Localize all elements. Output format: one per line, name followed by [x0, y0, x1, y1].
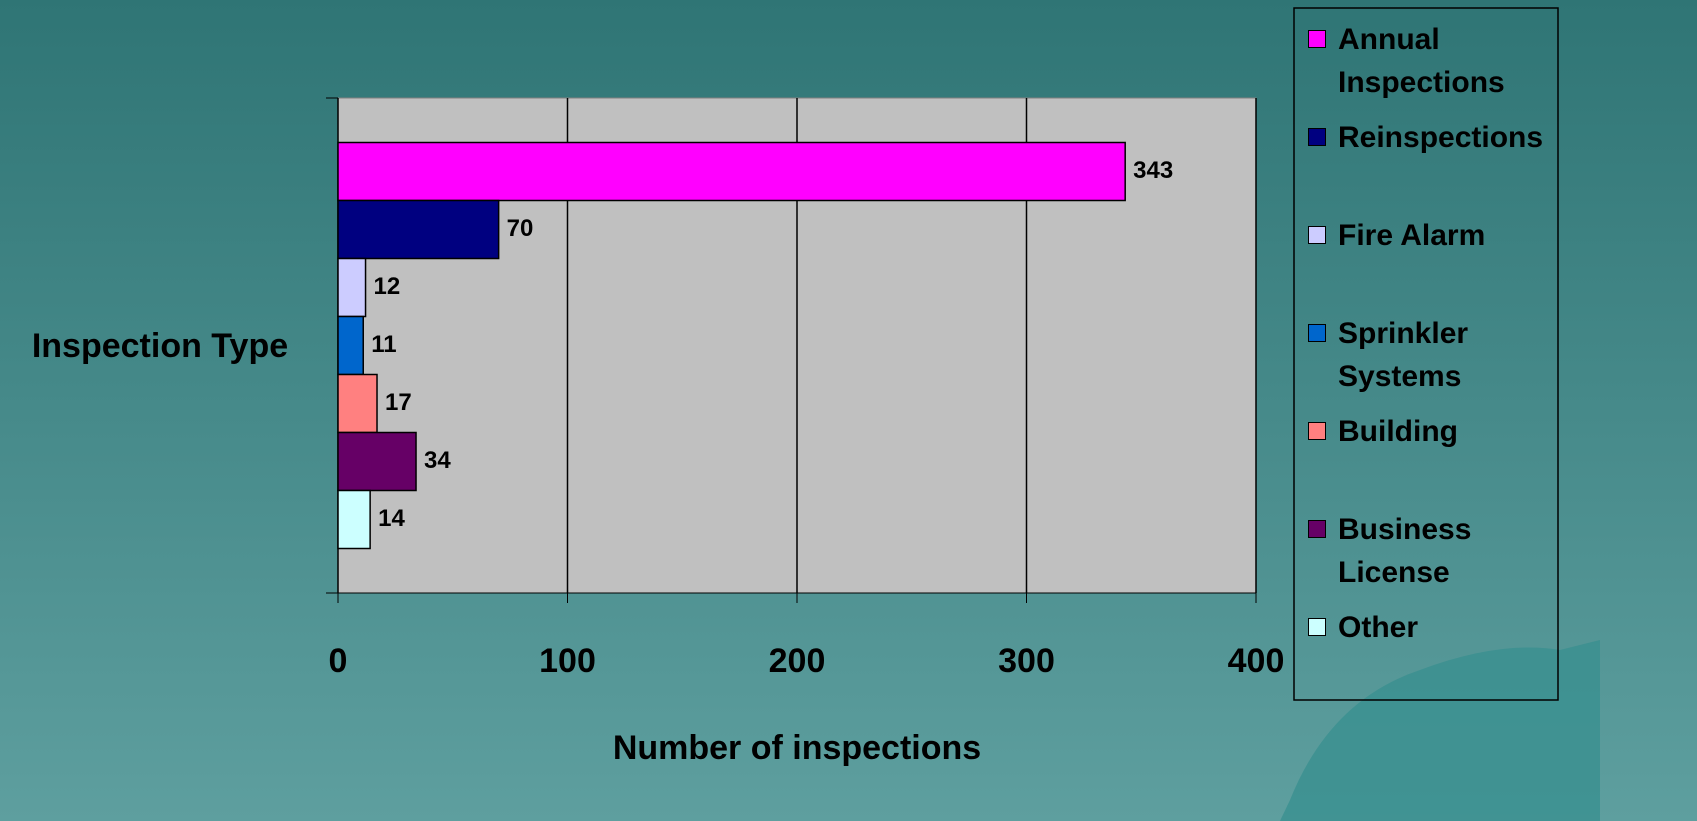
data-label: 34 — [424, 447, 451, 474]
data-label: 14 — [378, 505, 405, 532]
data-label: 11 — [371, 331, 396, 358]
bar — [337, 431, 417, 492]
legend-entry: Building — [1308, 410, 1548, 453]
data-label: 70 — [507, 215, 534, 242]
x-tick-label: 100 — [539, 642, 596, 680]
x-axis-label: Number of inspections — [613, 729, 981, 767]
bar — [337, 373, 378, 434]
legend-label: Fire Alarm — [1338, 219, 1486, 252]
legend-swatch — [1308, 520, 1326, 538]
legend-entry: Annual Inspections — [1308, 18, 1548, 104]
legend-entry: Fire Alarm — [1308, 214, 1548, 257]
legend-swatch — [1308, 422, 1326, 440]
legend-label: Annual Inspections — [1338, 23, 1505, 99]
x-tick-label: 400 — [1228, 642, 1285, 680]
bar — [337, 199, 500, 260]
decoration — [1280, 640, 1600, 821]
legend-entry: Other — [1308, 606, 1548, 649]
bar — [337, 257, 367, 318]
bar — [337, 315, 364, 376]
legend-label: Sprinkler Systems — [1338, 317, 1469, 393]
legend-entry: Sprinkler Systems — [1308, 312, 1548, 398]
legend-entry: Reinspections — [1308, 116, 1548, 159]
legend-label: Reinspections — [1338, 121, 1544, 154]
x-tick-label: 200 — [769, 642, 826, 680]
legend-box — [1293, 7, 1559, 701]
data-label: 17 — [385, 389, 412, 416]
legend-label: Business License — [1338, 513, 1472, 589]
legend-label: Building — [1338, 415, 1458, 448]
x-tick-label: 0 — [329, 642, 348, 680]
legend-swatch — [1308, 30, 1326, 48]
legend-swatch — [1308, 226, 1326, 244]
data-label: 12 — [374, 273, 401, 300]
legend-swatch — [1308, 324, 1326, 342]
legend-label: Other — [1338, 611, 1419, 644]
legend-swatch — [1308, 618, 1326, 636]
data-label: 343 — [1133, 157, 1173, 184]
legend-swatch — [1308, 128, 1326, 146]
legend-entry: Business License — [1308, 508, 1548, 594]
bar — [337, 489, 371, 550]
x-tick-label: 300 — [998, 642, 1055, 680]
bar — [337, 141, 1126, 202]
y-axis-label: Inspection Type — [32, 327, 288, 365]
